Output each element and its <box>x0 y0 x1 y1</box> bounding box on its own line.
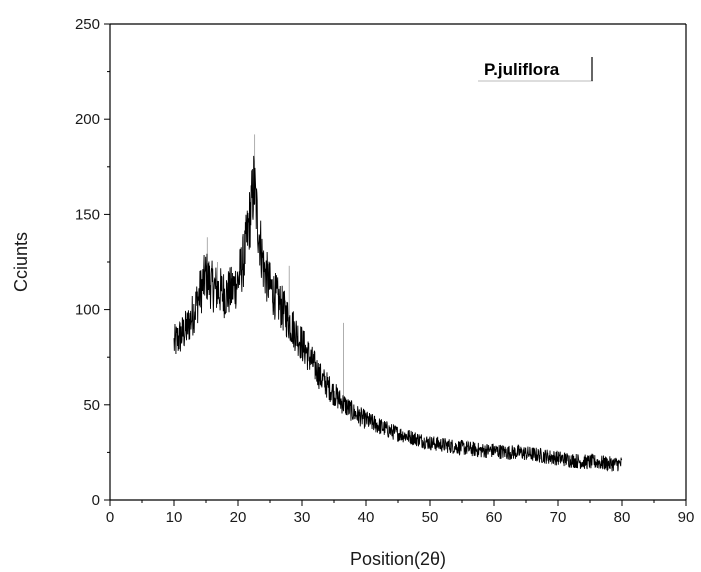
x-tick-label: 30 <box>294 509 311 526</box>
y-tick-label: 200 <box>75 111 100 128</box>
y-ticks: 0 50 100 150 200 250 <box>75 16 110 509</box>
x-tick-label: 60 <box>486 509 503 526</box>
x-tick-label: 20 <box>230 509 247 526</box>
y-tick-label: 100 <box>75 302 100 319</box>
legend: P.juliflora <box>478 57 593 82</box>
noise-layer <box>206 134 345 404</box>
series-line-p-juliflora <box>173 155 623 472</box>
y-tick-label: 50 <box>83 397 100 414</box>
y-axis-title: Cciunts <box>11 232 31 292</box>
x-tick-label: 50 <box>422 509 439 526</box>
legend-label: P.juliflora <box>484 60 560 79</box>
x-tick-label: 90 <box>678 509 695 526</box>
x-tick-label: 80 <box>614 509 631 526</box>
x-tick-label: 0 <box>106 509 114 526</box>
x-axis-title: Position(2θ) <box>350 549 446 569</box>
x-ticks: 0 10 20 30 40 50 60 70 80 90 <box>106 500 695 526</box>
y-tick-label: 250 <box>75 16 100 33</box>
x-tick-label: 70 <box>550 509 567 526</box>
y-tick-label: 0 <box>92 492 100 509</box>
x-tick-label: 10 <box>166 509 183 526</box>
y-tick-label: 150 <box>75 206 100 223</box>
x-tick-label: 40 <box>358 509 375 526</box>
axes <box>109 23 687 501</box>
